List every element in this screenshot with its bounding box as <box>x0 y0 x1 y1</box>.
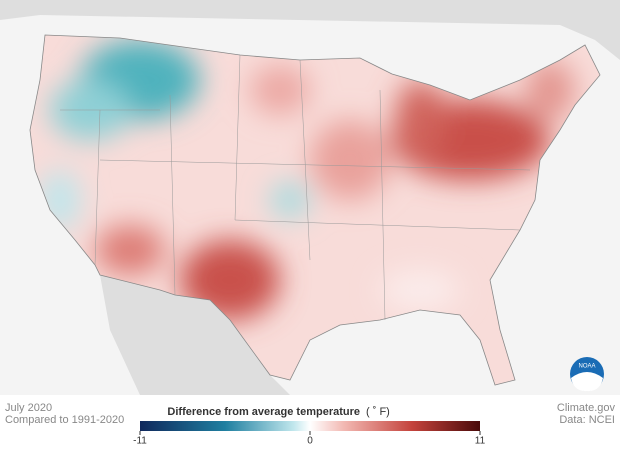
site: Climate.gov <box>557 402 616 414</box>
legend-title: Difference from average temperature <box>167 406 360 418</box>
tick-label: -11 <box>133 436 147 447</box>
us-outline <box>29 34 601 386</box>
date: July 2020 <box>5 402 52 414</box>
mexico <box>100 275 290 395</box>
tick-label: 0 <box>307 436 313 447</box>
legend-unit: ( ˚ F) <box>366 406 390 418</box>
source: Data: NCEI <box>559 414 615 426</box>
baseline: Compared to 1991-2020 <box>5 414 124 426</box>
noaa-wave <box>571 372 603 392</box>
state-lines <box>60 54 531 321</box>
color-bar <box>140 421 480 431</box>
canada <box>0 0 620 60</box>
tick-label: 11 <box>475 436 486 447</box>
noaa-text: NOAA <box>578 364 595 370</box>
